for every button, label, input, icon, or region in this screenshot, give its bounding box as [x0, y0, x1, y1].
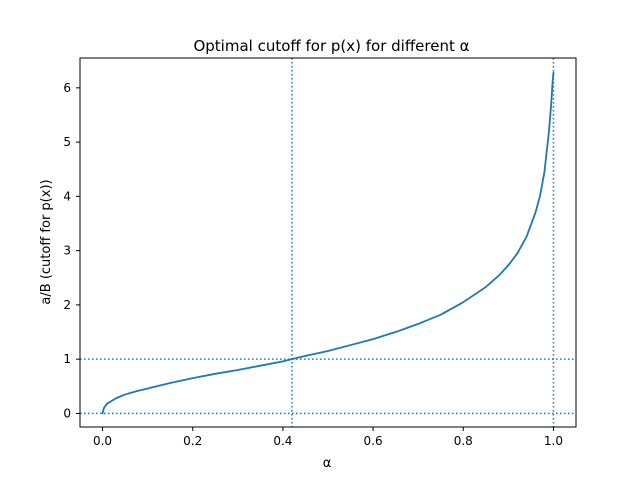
y-tick-label-2: 2 — [63, 298, 71, 312]
axes-layer — [79, 57, 577, 428]
y-tick-label-4: 4 — [63, 189, 71, 203]
reference-lines-layer — [80, 58, 576, 427]
x-tick-label-5: 1.0 — [544, 434, 563, 448]
x-tick-label-0: 0.0 — [93, 434, 112, 448]
labels-layer: Optimal cutoff for p(x) for different α … — [39, 37, 470, 471]
chart-title: Optimal cutoff for p(x) for different α — [193, 37, 469, 55]
y-tick-label-3: 3 — [63, 244, 71, 258]
series-layer — [101, 71, 555, 415]
series-line-0 — [101, 71, 555, 415]
y-tick-label-1: 1 — [63, 352, 71, 366]
plot-background-layer — [80, 58, 576, 427]
ticks-layer: 0.0 0.2 0.4 0.6 0.8 1.0 0 1 2 3 4 5 6 — [63, 81, 563, 448]
x-tick-label-1: 0.2 — [183, 434, 202, 448]
y-axis-label: a/B (cutoff for p(x)) — [39, 179, 54, 304]
plot-frame — [79, 57, 577, 428]
x-tick-label-4: 0.8 — [454, 434, 473, 448]
y-tick-label-5: 5 — [63, 135, 71, 149]
x-tick-label-3: 0.6 — [364, 434, 383, 448]
x-tick-label-2: 0.4 — [273, 434, 292, 448]
x-axis-label: α — [323, 456, 332, 471]
y-tick-label-0: 0 — [63, 406, 71, 420]
y-tick-label-6: 6 — [63, 81, 71, 95]
plot-area — [80, 58, 576, 427]
